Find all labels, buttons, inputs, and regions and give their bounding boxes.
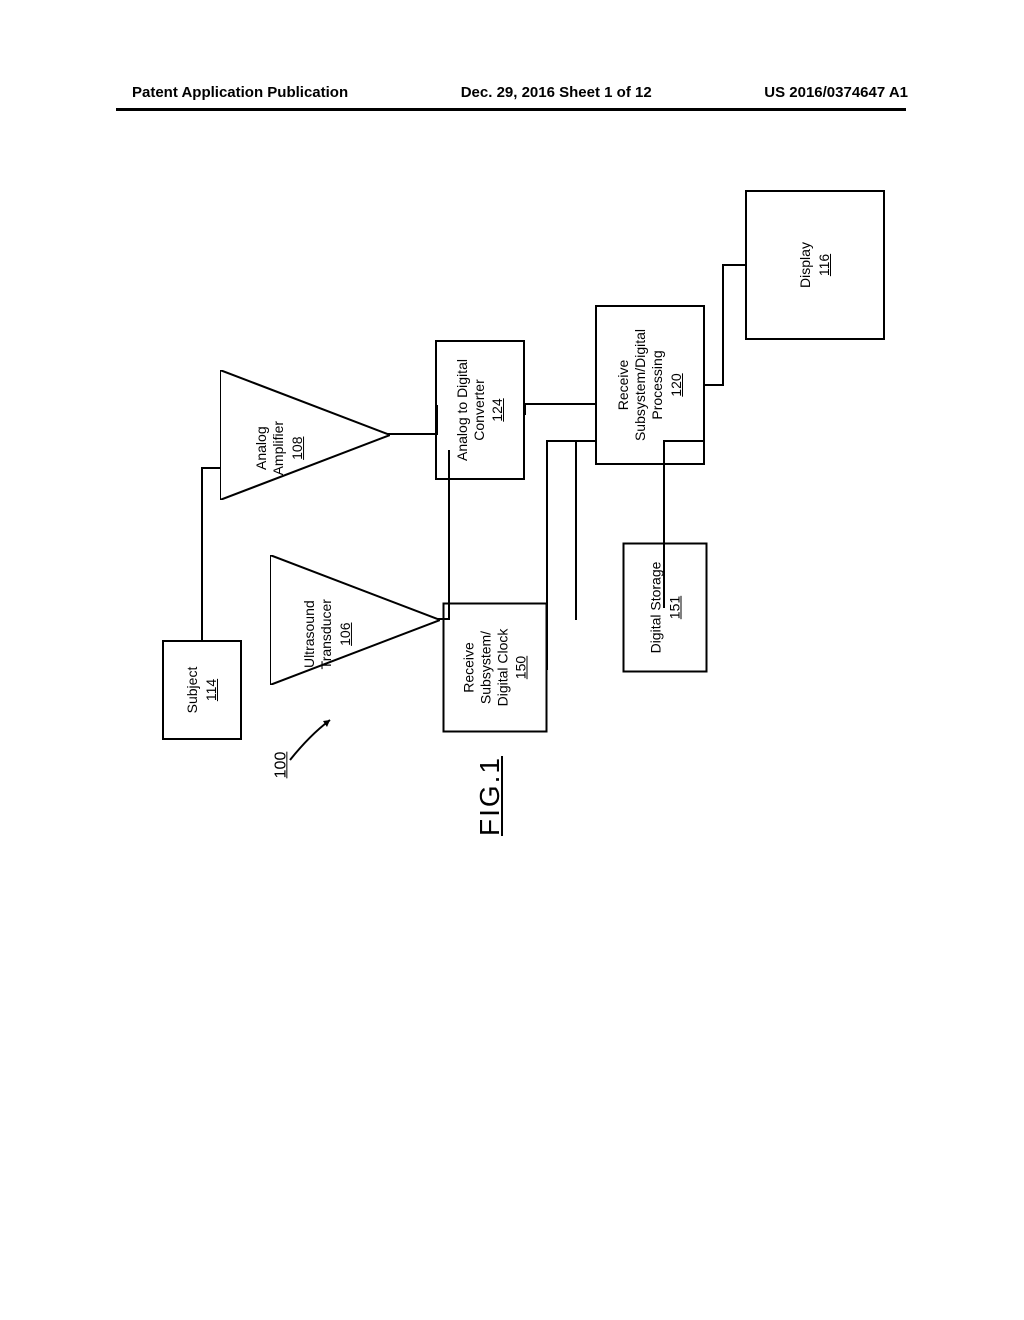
adc-ref: 124 bbox=[489, 398, 506, 421]
processing-label-1: Receive bbox=[615, 360, 632, 411]
transducer-triangle bbox=[270, 555, 440, 685]
conn-adc-proc-2 bbox=[524, 403, 526, 415]
conn-trans-2 bbox=[438, 618, 450, 620]
storage-label: Digital Storage bbox=[647, 562, 664, 654]
conn-trans-1 bbox=[448, 450, 450, 620]
conn-proc-storage bbox=[663, 440, 665, 608]
storage-block: Digital Storage 151 bbox=[623, 543, 708, 673]
display-label: Display bbox=[797, 242, 814, 288]
subject-ref: 114 bbox=[203, 679, 220, 701]
conn-trans-proc-2 bbox=[575, 440, 577, 620]
amplifier-label-group: Analog Amplifier 108 bbox=[253, 421, 305, 475]
storage-ref: 151 bbox=[666, 596, 683, 619]
processing-label-3: Processing bbox=[649, 350, 666, 419]
transducer-ref: 106 bbox=[337, 599, 354, 669]
subject-label: Subject bbox=[184, 667, 201, 714]
amplifier-ref: 108 bbox=[289, 421, 306, 475]
conn-proc-display-3 bbox=[722, 264, 746, 266]
conn-proc-display bbox=[704, 384, 724, 386]
conn-adc-proc bbox=[524, 403, 596, 405]
clock-label-1: Receive bbox=[460, 642, 477, 693]
processing-ref: 120 bbox=[668, 373, 685, 396]
figure-label: FIG.1 bbox=[474, 756, 506, 836]
adc-label-2: Converter bbox=[471, 379, 488, 440]
conn-clock-proc-3 bbox=[546, 440, 596, 442]
conn-proc-storage-2 bbox=[663, 440, 703, 442]
block-diagram: Subject 114 Analog Amplifier 108 Ultraso… bbox=[0, 0, 1024, 1320]
subject-block: Subject 114 bbox=[162, 640, 242, 740]
conn-amp-adc bbox=[388, 433, 438, 435]
display-ref: 116 bbox=[816, 254, 833, 276]
processing-label-2: Subsystem/Digital bbox=[632, 329, 649, 441]
amplifier-label-1: Analog bbox=[253, 421, 270, 475]
transducer-label-1: Ultrasound bbox=[301, 599, 318, 669]
conn-clock-proc bbox=[546, 440, 548, 670]
transducer-label-group: Ultrasound Transducer 106 bbox=[301, 599, 353, 669]
clock-block: Receive Subsystem/ Digital Clock 150 bbox=[443, 603, 548, 733]
conn-subject-amp bbox=[201, 467, 203, 642]
transducer-label-2: Transducer bbox=[318, 599, 335, 669]
clock-label-3: Digital Clock bbox=[494, 629, 511, 707]
clock-label-2: Subsystem/ bbox=[477, 631, 494, 704]
conn-amp-adc-2 bbox=[436, 405, 438, 435]
display-block: Display 116 bbox=[745, 190, 885, 340]
conn-subject-amp-2 bbox=[201, 467, 221, 469]
adc-label-1: Analog to Digital bbox=[454, 359, 471, 461]
amplifier-label-2: Amplifier bbox=[270, 421, 287, 475]
conn-clock-proc-2 bbox=[546, 668, 548, 670]
conn-proc-display-2 bbox=[722, 265, 724, 386]
clock-ref: 150 bbox=[513, 656, 530, 679]
ref-100-arrow bbox=[285, 715, 335, 765]
